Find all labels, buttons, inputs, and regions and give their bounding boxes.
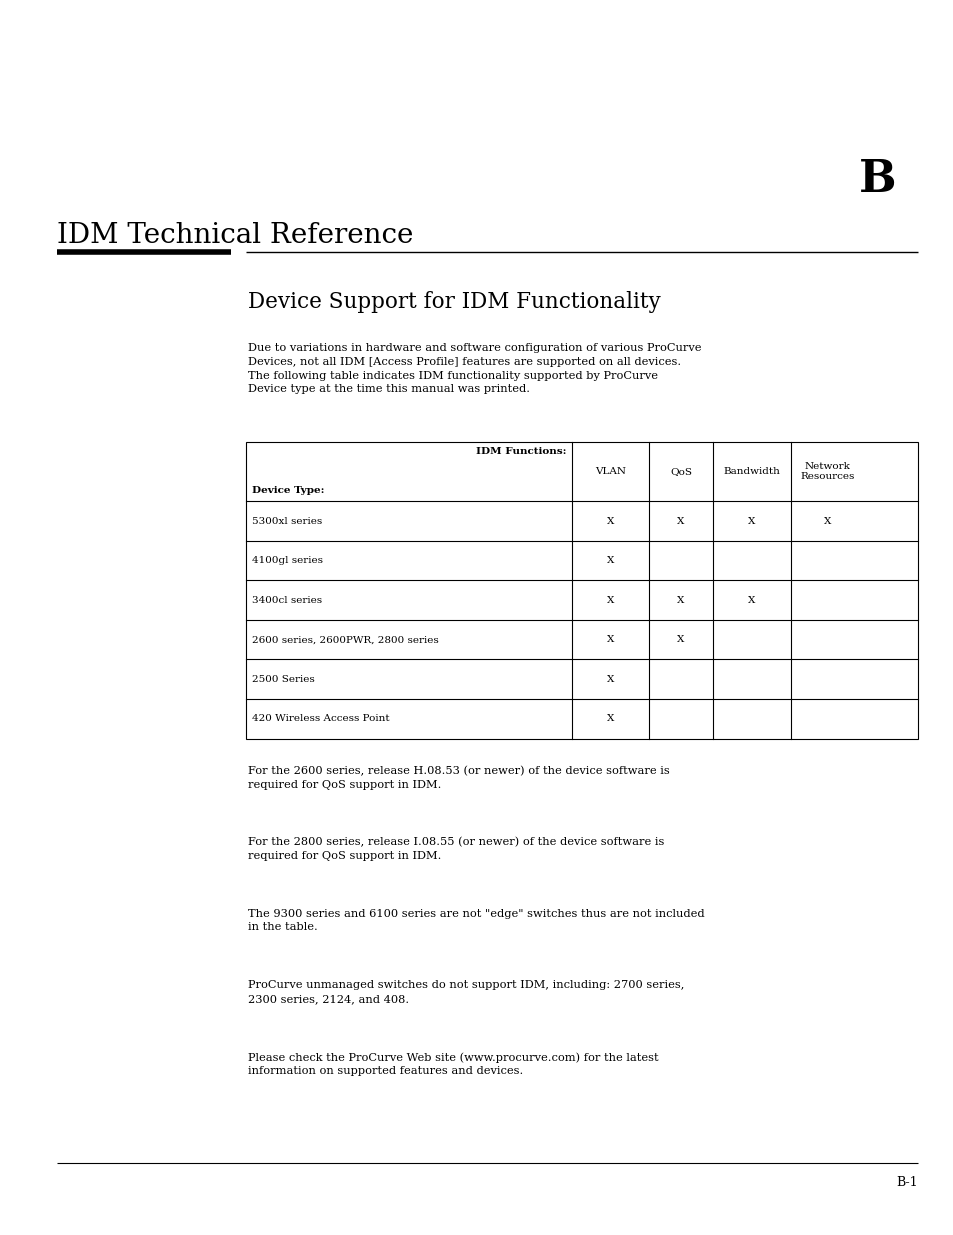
Text: X: X [677, 635, 684, 645]
Text: Device Support for IDM Functionality: Device Support for IDM Functionality [248, 291, 660, 314]
Text: 3400cl series: 3400cl series [252, 595, 322, 605]
Text: Due to variations in hardware and software configuration of various ProCurve
Dev: Due to variations in hardware and softwa… [248, 343, 700, 394]
Text: Please check the ProCurve Web site (www.procurve.com) for the latest
information: Please check the ProCurve Web site (www.… [248, 1052, 658, 1076]
Text: X: X [606, 516, 614, 526]
Text: 4100gl series: 4100gl series [252, 556, 322, 566]
Text: X: X [677, 516, 684, 526]
Text: X: X [747, 595, 755, 605]
Text: B-1: B-1 [895, 1176, 917, 1189]
Text: ProCurve unmanaged switches do not support IDM, including: 2700 series,
2300 ser: ProCurve unmanaged switches do not suppo… [248, 981, 683, 1004]
Text: X: X [606, 714, 614, 724]
Text: X: X [747, 516, 755, 526]
Text: X: X [823, 516, 830, 526]
Text: For the 2800 series, release I.08.55 (or newer) of the device software is
requir: For the 2800 series, release I.08.55 (or… [248, 837, 663, 861]
Text: X: X [677, 595, 684, 605]
Text: 2500 Series: 2500 Series [252, 674, 314, 684]
Text: Bandwidth: Bandwidth [722, 467, 780, 477]
Text: X: X [606, 556, 614, 566]
Text: 420 Wireless Access Point: 420 Wireless Access Point [252, 714, 389, 724]
Text: For the 2600 series, release H.08.53 (or newer) of the device software is
requir: For the 2600 series, release H.08.53 (or… [248, 766, 669, 789]
Text: VLAN: VLAN [595, 467, 626, 477]
Text: X: X [606, 674, 614, 684]
Text: X: X [606, 635, 614, 645]
Text: Network
Resources: Network Resources [800, 462, 854, 482]
Text: The 9300 series and 6100 series are not "edge" switches thus are not included
in: The 9300 series and 6100 series are not … [248, 909, 704, 932]
Text: IDM Technical Reference: IDM Technical Reference [57, 222, 414, 249]
Text: 5300xl series: 5300xl series [252, 516, 322, 526]
Text: QoS: QoS [669, 467, 691, 477]
Bar [246, 442, 917, 739]
Text: 2600 series, 2600PWR, 2800 series: 2600 series, 2600PWR, 2800 series [252, 635, 438, 645]
Text: IDM Functions:: IDM Functions: [476, 447, 566, 456]
Text: Device Type:: Device Type: [252, 487, 324, 495]
Text: X: X [606, 595, 614, 605]
Text: B: B [858, 158, 896, 201]
